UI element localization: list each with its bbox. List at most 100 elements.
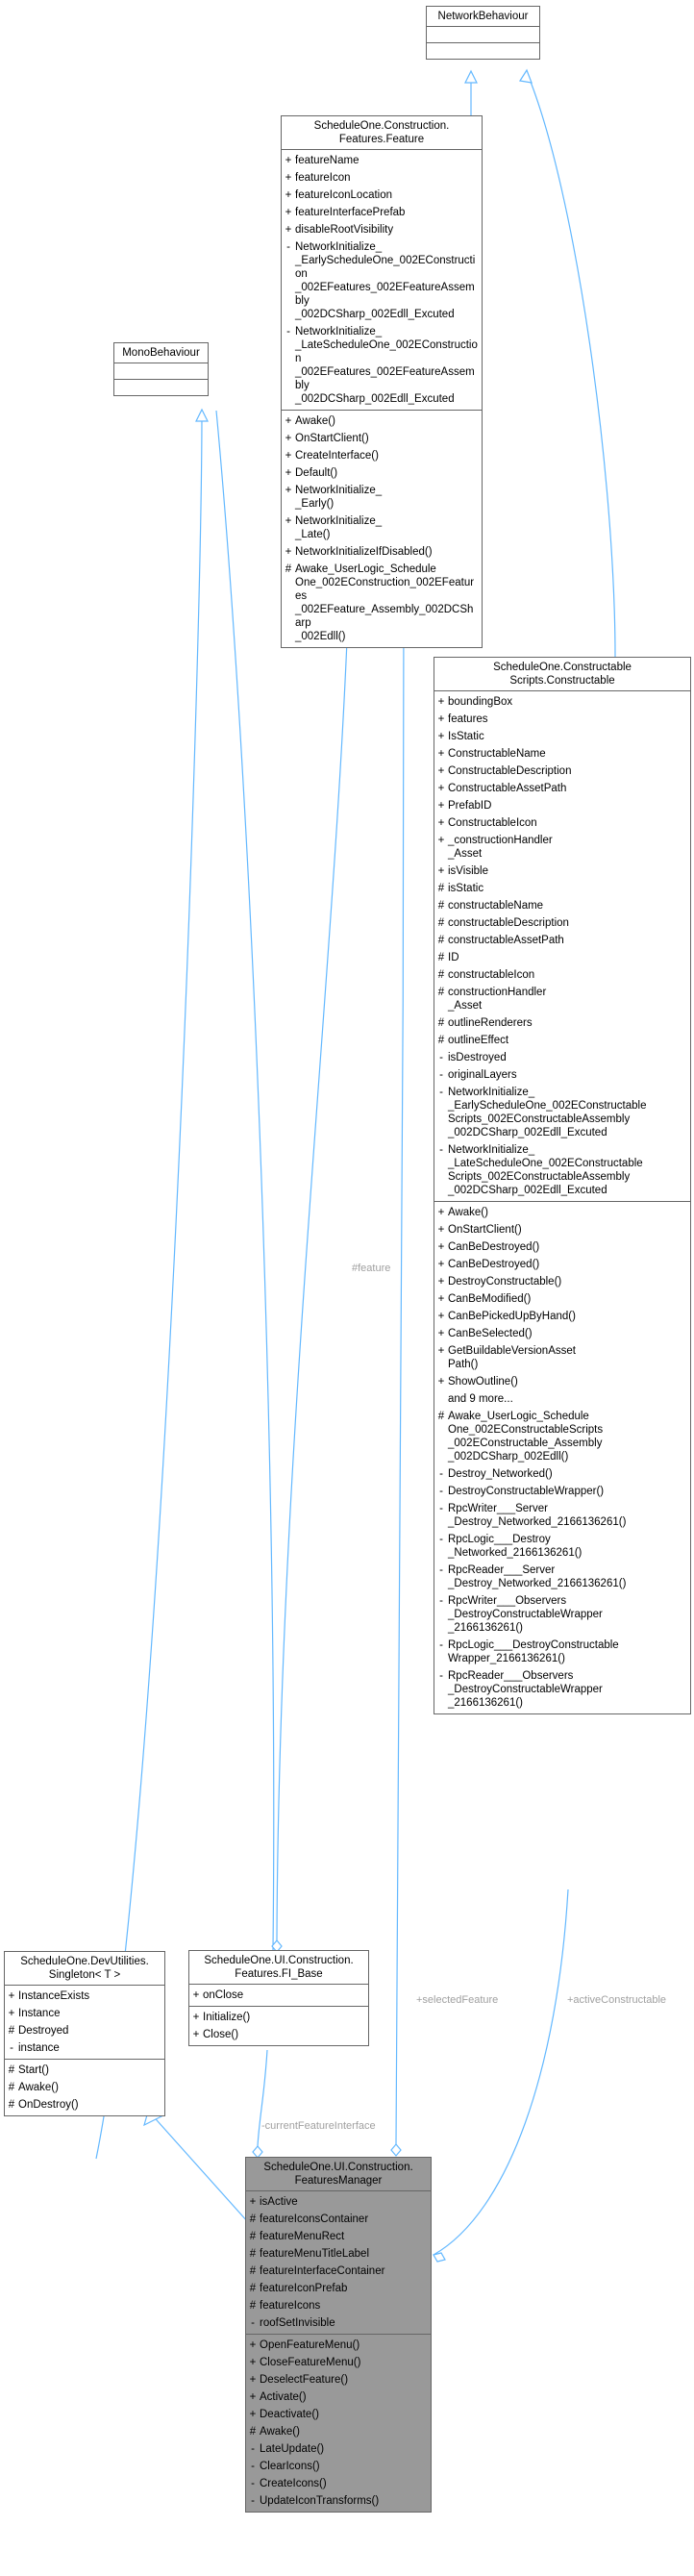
operation-row[interactable]: + DeselectFeature() bbox=[246, 2371, 431, 2388]
attribute-row[interactable]: + isVisible bbox=[434, 863, 690, 880]
attribute-row[interactable]: + featureIconLocation bbox=[282, 187, 482, 204]
visibility-marker: + bbox=[437, 765, 445, 777]
attribute-row[interactable]: # constructionHandler _Asset bbox=[434, 984, 690, 1014]
attribute-row[interactable]: + features bbox=[434, 711, 690, 728]
operation-row[interactable]: + GetBuildableVersionAsset Path() bbox=[434, 1342, 690, 1373]
class-constructable[interactable]: ScheduleOne.Constructable Scripts.Constru… bbox=[434, 657, 691, 1714]
operation-row[interactable]: + NetworkInitialize_ _Early() bbox=[282, 482, 482, 513]
attribute-row[interactable]: + ConstructableDescription bbox=[434, 763, 690, 780]
operation-row[interactable]: + CreateInterface() bbox=[282, 447, 482, 464]
attribute-row[interactable]: - NetworkInitialize_ _LateScheduleOne_002E… bbox=[282, 323, 482, 408]
attribute-row[interactable]: # Destroyed bbox=[5, 2022, 164, 2039]
member-name: CanBeModified() bbox=[448, 1293, 532, 1305]
attribute-row[interactable]: # featureMenuRect bbox=[246, 2228, 431, 2245]
attribute-row[interactable]: - originalLayers bbox=[434, 1066, 690, 1084]
attribute-row[interactable]: + onClose bbox=[189, 1987, 368, 2004]
attribute-row[interactable]: + featureName bbox=[282, 152, 482, 169]
attribute-row[interactable]: + boundingBox bbox=[434, 693, 690, 711]
operation-row[interactable]: - LateUpdate() bbox=[246, 2440, 431, 2458]
attribute-row[interactable]: + PrefabID bbox=[434, 797, 690, 814]
attribute-row[interactable]: - NetworkInitialize_ _EarlyScheduleOne_002… bbox=[282, 238, 482, 323]
attribute-row[interactable]: - isDestroyed bbox=[434, 1049, 690, 1066]
operation-row[interactable]: - ClearIcons() bbox=[246, 2458, 431, 2475]
operation-row[interactable]: - RpcWriter___Observers _DestroyConstructa… bbox=[434, 1592, 690, 1637]
operation-row[interactable]: - RpcReader___Observers _DestroyConstructa… bbox=[434, 1667, 690, 1712]
attribute-row[interactable]: # constructableIcon bbox=[434, 966, 690, 984]
operation-row[interactable]: + CanBePickedUpByHand() bbox=[434, 1308, 690, 1325]
operation-row[interactable]: + CloseFeatureMenu() bbox=[246, 2354, 431, 2371]
attribute-row[interactable]: # featureIcons bbox=[246, 2297, 431, 2314]
member-name: NetworkInitializeIfDisabled() bbox=[295, 546, 433, 558]
attribute-row[interactable]: # isStatic bbox=[434, 880, 690, 897]
operation-row[interactable]: + OpenFeatureMenu() bbox=[246, 2337, 431, 2354]
attribute-row[interactable]: # constructableAssetPath bbox=[434, 932, 690, 949]
operation-row[interactable]: - RpcLogic___DestroyConstructable Wrapper_… bbox=[434, 1637, 690, 1667]
attribute-row[interactable]: - roofSetInvisible bbox=[246, 2314, 431, 2332]
attribute-row[interactable]: # featureMenuTitleLabel bbox=[246, 2245, 431, 2263]
operation-row[interactable]: - DestroyConstructableWrapper() bbox=[434, 1483, 690, 1500]
attribute-row[interactable]: # outlineRenderers bbox=[434, 1014, 690, 1032]
class-fi-base[interactable]: ScheduleOne.UI.Construction. Features.FI_… bbox=[188, 1950, 369, 2046]
operation-row[interactable]: + Close() bbox=[189, 2026, 368, 2043]
class-feature[interactable]: ScheduleOne.Construction. Features.Featur… bbox=[281, 115, 483, 648]
operation-row[interactable]: - Destroy_Networked() bbox=[434, 1465, 690, 1483]
operation-row[interactable]: + Initialize() bbox=[189, 2009, 368, 2026]
visibility-marker: + bbox=[437, 1376, 445, 1388]
operation-row[interactable]: + CanBeDestroyed() bbox=[434, 1238, 690, 1256]
attribute-row[interactable]: # ID bbox=[434, 949, 690, 966]
attribute-row[interactable]: + featureIcon bbox=[282, 169, 482, 187]
operation-row[interactable]: # Awake_UserLogic_Schedule One_002EConstru… bbox=[434, 1408, 690, 1465]
operation-row[interactable]: - UpdateIconTransforms() bbox=[246, 2492, 431, 2510]
attribute-row[interactable]: + IsStatic bbox=[434, 728, 690, 745]
attribute-row[interactable]: - NetworkInitialize_ _LateScheduleOne_002E… bbox=[434, 1141, 690, 1199]
attribute-row[interactable]: + InstanceExists bbox=[5, 1988, 164, 2005]
operation-row[interactable]: # Awake_UserLogic_Schedule One_002EConstru… bbox=[282, 561, 482, 645]
attribute-row[interactable]: + ConstructableName bbox=[434, 745, 690, 763]
operation-row[interactable]: # Start() bbox=[5, 2062, 164, 2079]
attribute-row[interactable]: + Instance bbox=[5, 2005, 164, 2022]
attribute-row[interactable]: # constructableName bbox=[434, 897, 690, 914]
operation-row[interactable]: + OnStartClient() bbox=[434, 1221, 690, 1238]
operation-row[interactable]: - RpcWriter___Server _Destroy_Networked_21… bbox=[434, 1500, 690, 1531]
attribute-row[interactable]: # featureIconsContainer bbox=[246, 2211, 431, 2228]
attribute-row[interactable]: + ConstructableAssetPath bbox=[434, 780, 690, 797]
operation-row[interactable]: + DestroyConstructable() bbox=[434, 1273, 690, 1290]
attribute-row[interactable]: + featureInterfacePrefab bbox=[282, 204, 482, 221]
visibility-marker: + bbox=[285, 207, 292, 218]
attribute-row[interactable]: # constructableDescription bbox=[434, 914, 690, 932]
operation-row[interactable]: + Awake() bbox=[282, 413, 482, 430]
operation-row[interactable]: # Awake() bbox=[246, 2423, 431, 2440]
operation-row[interactable]: + ShowOutline() bbox=[434, 1373, 690, 1390]
operation-row[interactable]: + NetworkInitialize_ _Late() bbox=[282, 513, 482, 543]
operation-row[interactable]: + Deactivate() bbox=[246, 2406, 431, 2423]
attribute-row[interactable]: + _constructionHandler _Asset bbox=[434, 832, 690, 863]
operation-row[interactable]: + NetworkInitializeIfDisabled() bbox=[282, 543, 482, 561]
operation-row[interactable]: + Default() bbox=[282, 464, 482, 482]
class-network-behaviour[interactable]: NetworkBehaviour bbox=[426, 6, 540, 60]
attribute-row[interactable]: + isActive bbox=[246, 2193, 431, 2211]
operation-row[interactable]: + CanBeDestroyed() bbox=[434, 1256, 690, 1273]
operation-row[interactable]: + OnStartClient() bbox=[282, 430, 482, 447]
class-mono-behaviour[interactable]: MonoBehaviour bbox=[113, 342, 209, 396]
attribute-row[interactable]: - instance bbox=[5, 2039, 164, 2057]
operation-row[interactable]: + Activate() bbox=[246, 2388, 431, 2406]
operation-row[interactable]: + CanBeSelected() bbox=[434, 1325, 690, 1342]
attribute-row[interactable]: # featureIconPrefab bbox=[246, 2280, 431, 2297]
member-name: DeselectFeature() bbox=[260, 2374, 349, 2386]
operation-row[interactable]: - RpcLogic___Destroy _Networked_2166136261… bbox=[434, 1531, 690, 1562]
operation-row[interactable]: - RpcReader___Server _Destroy_Networked_21… bbox=[434, 1562, 690, 1592]
operation-row[interactable]: # Awake() bbox=[5, 2079, 164, 2096]
operation-row[interactable]: - CreateIcons() bbox=[246, 2475, 431, 2492]
attribute-row[interactable]: + ConstructableIcon bbox=[434, 814, 690, 832]
operation-row[interactable]: + Awake() bbox=[434, 1204, 690, 1221]
attribute-row[interactable]: - NetworkInitialize_ _EarlyScheduleOne_002… bbox=[434, 1084, 690, 1141]
attribute-row[interactable]: + disableRootVisibility bbox=[282, 221, 482, 238]
operation-row[interactable]: and 9 more... bbox=[434, 1390, 690, 1408]
operation-row[interactable]: + CanBeModified() bbox=[434, 1290, 690, 1308]
class-singleton[interactable]: ScheduleOne.DevUtilities. Singleton< T > +… bbox=[4, 1951, 165, 2116]
class-features-manager[interactable]: ScheduleOne.UI.Construction. FeaturesMana… bbox=[245, 2157, 432, 2513]
operations-section: # Start() # Awake() # OnDestroy() bbox=[5, 2060, 164, 2115]
attribute-row[interactable]: # featureInterfaceContainer bbox=[246, 2263, 431, 2280]
attribute-row[interactable]: # outlineEffect bbox=[434, 1032, 690, 1049]
operation-row[interactable]: # OnDestroy() bbox=[5, 2096, 164, 2113]
